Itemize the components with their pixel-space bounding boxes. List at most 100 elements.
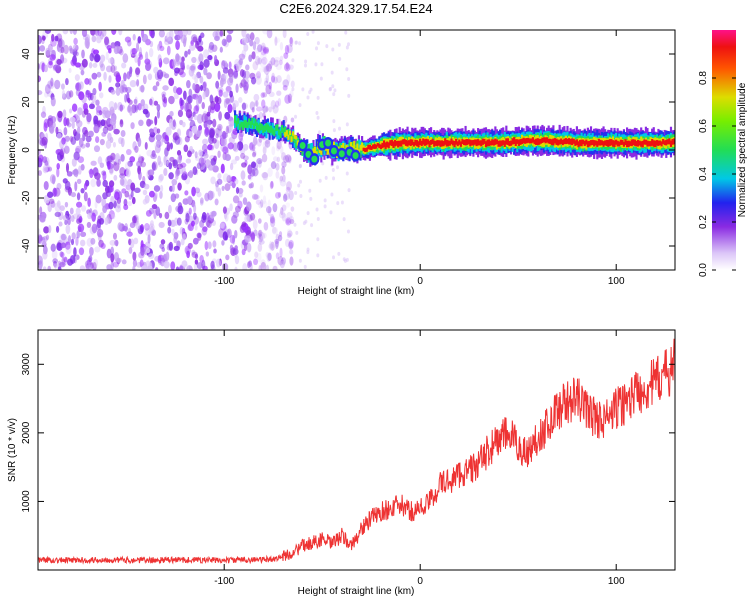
noise-blob <box>181 56 185 62</box>
noise-blob <box>92 87 97 96</box>
noise-blob <box>88 130 94 138</box>
noise-blob <box>113 65 118 71</box>
noise-blob <box>291 58 295 63</box>
noise-blob <box>168 95 175 105</box>
noise-blob <box>135 222 140 230</box>
ridge-mark <box>577 141 580 148</box>
ridge-mark <box>284 132 287 138</box>
ridge-mark <box>522 137 525 144</box>
noise-blob <box>158 30 166 38</box>
ridge-mark <box>301 149 304 156</box>
noise-blob <box>124 36 132 43</box>
noise-blob <box>242 262 248 270</box>
noise-blob <box>184 50 188 58</box>
ridge-mark <box>561 139 564 146</box>
noise-blob <box>165 126 172 136</box>
noise-blob <box>250 76 257 85</box>
ridge-mark <box>255 124 259 138</box>
noise-blob <box>157 54 162 63</box>
noise-blob <box>115 86 121 96</box>
noise-blob <box>228 117 235 127</box>
noise-blob <box>276 140 282 150</box>
noise-blob <box>222 262 229 270</box>
noise-blob <box>257 218 262 224</box>
noise-blob <box>331 84 335 89</box>
noise-blob <box>86 264 93 270</box>
noise-blob <box>106 264 112 270</box>
noise-blob <box>100 63 106 72</box>
noise-blob <box>142 189 148 196</box>
noise-blob <box>248 54 253 63</box>
noise-blob <box>243 36 249 44</box>
noise-blob <box>108 201 114 210</box>
noise-blob <box>261 99 266 109</box>
noise-blob <box>315 111 319 116</box>
noise-blob <box>210 260 215 270</box>
noise-blob <box>102 192 108 200</box>
noise-blob <box>95 110 102 116</box>
noise-blob <box>38 75 42 83</box>
noise-blob <box>130 190 134 198</box>
ridge-mark <box>389 140 392 146</box>
noise-blob <box>82 132 86 142</box>
noise-blob <box>192 82 196 91</box>
noise-blob <box>268 91 275 97</box>
noise-blob <box>43 226 50 234</box>
ridge-mark <box>495 139 499 145</box>
noise-blob <box>336 201 340 206</box>
noise-blob <box>186 265 193 270</box>
noise-blob <box>65 162 70 173</box>
noise-blob <box>254 73 261 80</box>
noise-blob <box>266 30 273 39</box>
colorbar-tick-label: 0.8 <box>698 71 709 85</box>
noise-blob <box>81 30 88 37</box>
ridge-mark <box>541 137 544 143</box>
noise-blob <box>39 215 46 222</box>
noise-blob <box>151 162 156 171</box>
noise-blob <box>103 71 107 81</box>
ridge-mark <box>632 139 635 146</box>
noise-blob <box>267 252 272 261</box>
noise-blob <box>56 242 63 251</box>
noise-blob <box>73 37 78 45</box>
noise-blob <box>50 243 56 252</box>
noise-blob <box>262 30 269 35</box>
ridge-mark <box>651 139 654 146</box>
noise-blob <box>287 228 292 235</box>
noise-blob <box>55 126 59 135</box>
noise-blob <box>283 192 290 201</box>
noise-blob <box>184 190 189 196</box>
noise-blob <box>338 126 342 131</box>
noise-blob <box>269 216 276 224</box>
noise-blob <box>221 185 225 191</box>
ridge-mark <box>425 138 428 146</box>
noise-blob <box>241 69 247 80</box>
ridge-mark <box>580 139 583 147</box>
noise-blob <box>198 149 203 157</box>
noise-blob <box>308 188 312 193</box>
noise-blob <box>98 239 104 248</box>
noise-blob <box>96 32 103 40</box>
noise-blob <box>251 51 256 60</box>
noise-blob <box>157 43 161 51</box>
ridge-mark <box>295 142 298 149</box>
noise-blob <box>72 48 78 57</box>
ridge-mark <box>488 139 491 147</box>
noise-blob <box>40 240 47 246</box>
snr-xtick-label: 0 <box>417 576 423 587</box>
noise-blob <box>222 146 229 154</box>
noise-blob <box>196 96 200 106</box>
noise-blob <box>242 143 249 151</box>
noise-blob <box>126 231 133 237</box>
noise-blob <box>171 58 176 68</box>
noise-blob <box>44 160 49 167</box>
noise-blob <box>287 230 293 237</box>
noise-blob <box>174 193 180 199</box>
ridge-mark <box>378 143 381 149</box>
noise-blob <box>234 255 240 265</box>
noise-blob <box>299 194 303 199</box>
noise-blob <box>147 253 155 260</box>
noise-blob <box>93 124 100 134</box>
noise-blob <box>180 62 185 69</box>
ridge-mark <box>249 120 252 129</box>
